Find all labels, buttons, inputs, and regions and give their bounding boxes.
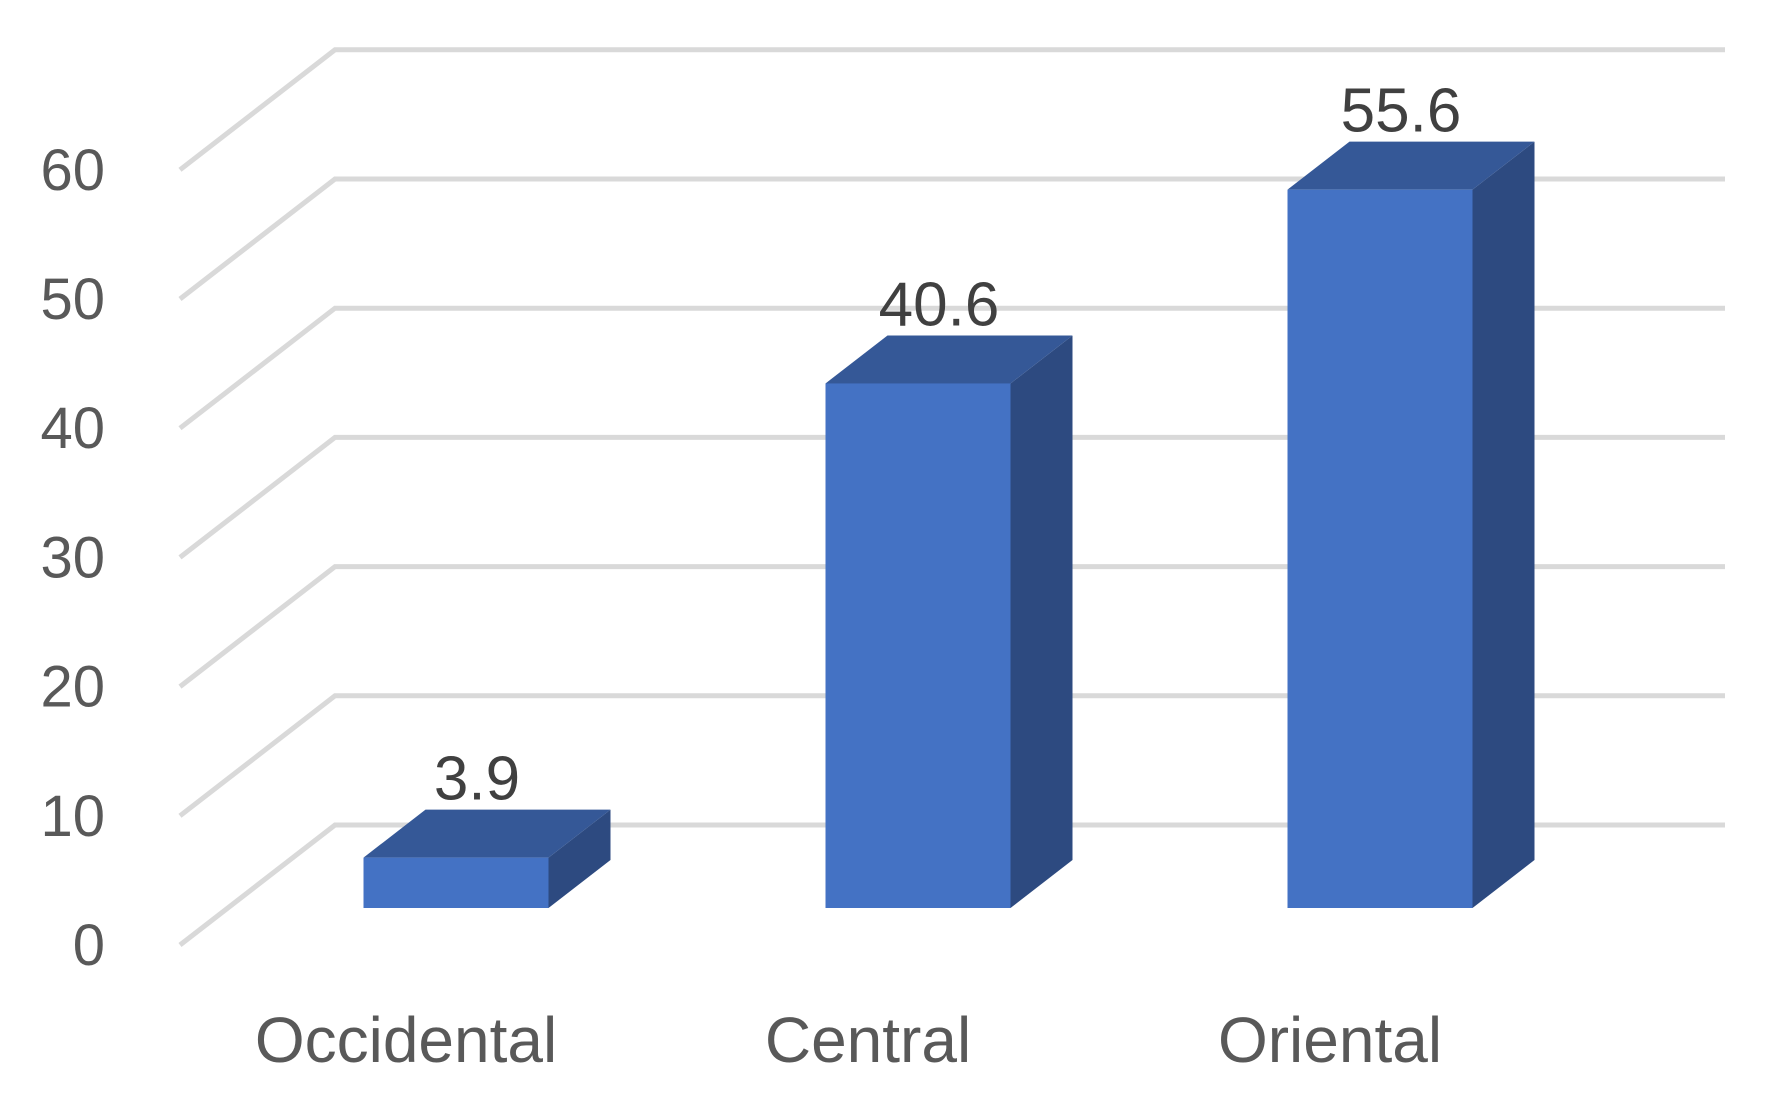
y-tick-label: 50 [40, 267, 105, 332]
bar-top-face [363, 809, 611, 858]
y-tick-label: 20 [40, 655, 105, 720]
bar-occidental [363, 809, 611, 908]
bar-side-face [1472, 141, 1535, 908]
y-tick-label: 0 [73, 913, 105, 978]
y-tick-label: 40 [40, 396, 105, 461]
y-tick-label: 10 [40, 784, 105, 849]
x-category-label: Central [765, 1004, 971, 1076]
data-label: 3.9 [434, 745, 520, 814]
bar-top-face [825, 335, 1073, 384]
data-label: 40.6 [879, 270, 1000, 339]
bar-top-face [1287, 141, 1535, 190]
gridline-30 [178, 434, 1725, 560]
bar-oriental [1287, 141, 1535, 908]
gridlines [178, 47, 1725, 947]
bar-side-face [548, 809, 611, 908]
gridline-0 [178, 822, 1725, 947]
x-category-label: Occidental [255, 1004, 557, 1076]
gridline-40 [178, 305, 1725, 431]
bar-front-face [363, 857, 549, 908]
gridline-20 [178, 564, 1725, 689]
bar-front-face [1287, 189, 1473, 908]
y-tick-label: 60 [40, 138, 105, 203]
bar-front-face [825, 383, 1011, 908]
x-axis-categories: Occidental Central Oriental [255, 1004, 1442, 1076]
bar-side-face [1010, 335, 1073, 908]
x-category-label: Oriental [1218, 1004, 1442, 1076]
gridline-10 [178, 693, 1725, 818]
data-labels: 3.9 40.6 55.6 [434, 77, 1461, 814]
y-axis-ticks: 0 10 20 30 40 50 60 [40, 138, 105, 978]
bars [363, 141, 1535, 908]
y-tick-label: 30 [40, 525, 105, 590]
data-label: 55.6 [1341, 77, 1462, 146]
gridline-50 [178, 176, 1725, 301]
bar-central [825, 335, 1073, 908]
gridline-60 [178, 47, 1725, 172]
